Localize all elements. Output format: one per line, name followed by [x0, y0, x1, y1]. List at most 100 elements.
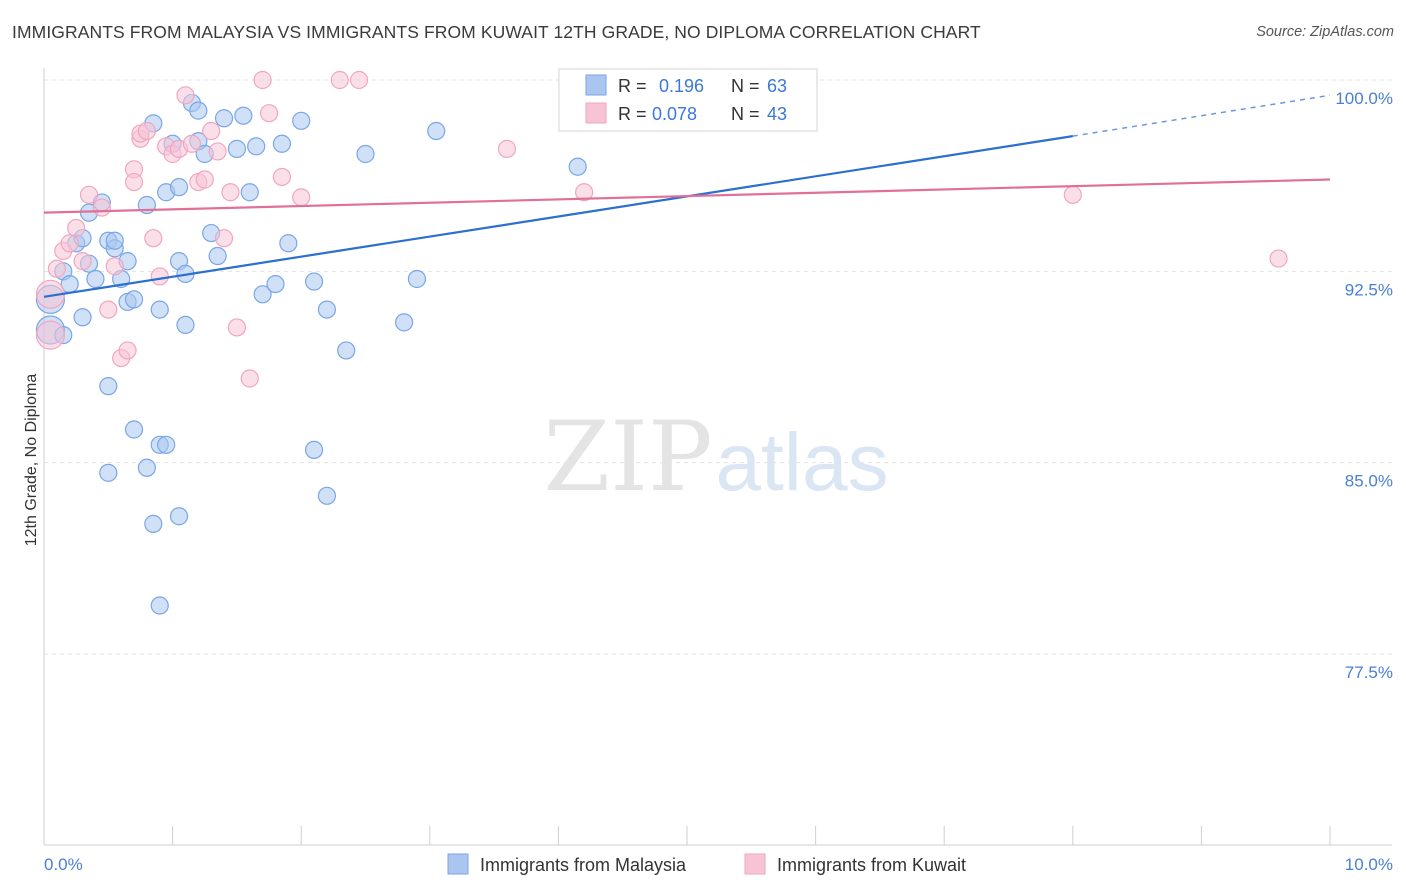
data-point	[157, 435, 176, 454]
legend-r-label-2: R =	[618, 104, 647, 124]
x-tick-label-1: 10.0%	[1345, 855, 1393, 874]
trend-line-extension-0	[1072, 94, 1331, 137]
data-point	[150, 300, 169, 319]
data-point	[137, 121, 156, 141]
data-point	[304, 440, 324, 460]
source-label: Source: ZipAtlas.com	[1256, 24, 1394, 40]
data-point	[407, 269, 427, 289]
data-point	[60, 234, 79, 253]
data-point	[35, 320, 66, 350]
y-tick-label-2: 85.0%	[1345, 472, 1393, 491]
y-tick-labels: 100.0% 92.5% 85.0% 77.5%	[1335, 89, 1393, 682]
data-point	[304, 272, 324, 291]
data-point	[279, 234, 298, 253]
data-point	[356, 144, 375, 164]
data-point	[272, 167, 292, 187]
data-point	[169, 507, 189, 526]
data-point	[47, 259, 66, 278]
data-point	[150, 596, 169, 615]
data-point	[202, 121, 221, 141]
legend-swatch-malaysia	[585, 74, 607, 96]
data-point	[67, 218, 86, 238]
legend-r-value-2: 0.078	[652, 104, 697, 124]
data-point	[195, 170, 214, 189]
data-point	[1063, 185, 1082, 204]
data-point	[497, 139, 517, 158]
grid-lines	[44, 79, 1392, 655]
data-point	[575, 183, 594, 202]
x-tick-labels: 0.0% 10.0%	[44, 855, 1393, 874]
data-point	[247, 137, 266, 156]
data-point	[189, 101, 208, 120]
legend-swatch-kuwait	[585, 102, 607, 124]
data-point	[292, 188, 311, 207]
legend-n-label-2: N =	[731, 104, 760, 124]
data-point	[317, 300, 337, 319]
data-point	[317, 486, 337, 505]
data-point	[144, 229, 163, 248]
data-point	[105, 231, 124, 250]
data-point	[124, 420, 144, 439]
data-point	[266, 274, 285, 294]
data-point	[182, 134, 201, 153]
data-point	[176, 315, 195, 335]
watermark-zip: ZIP	[543, 401, 712, 513]
trend-line-0	[43, 135, 1073, 298]
data-point	[214, 109, 234, 128]
data-point	[349, 70, 369, 90]
data-point	[118, 341, 137, 360]
data-point	[214, 229, 234, 248]
series-legend: Immigrants from Malaysia Immigrants from…	[447, 853, 966, 875]
axes	[43, 68, 1392, 846]
data-point	[568, 157, 587, 176]
data-point	[99, 377, 118, 396]
data-point	[92, 198, 111, 217]
data-point	[208, 142, 227, 161]
data-point	[240, 369, 259, 388]
data-point	[253, 285, 272, 304]
data-point	[150, 267, 169, 286]
data-point	[227, 318, 246, 337]
data-point	[272, 134, 292, 153]
trend-line-1	[43, 178, 1331, 214]
data-point	[105, 257, 124, 276]
data-point	[99, 463, 118, 482]
data-point	[137, 458, 156, 477]
bottom-legend-label-malaysia: Immigrants from Malaysia	[480, 855, 687, 875]
data-point	[86, 269, 105, 289]
data-point	[79, 185, 99, 204]
data-point	[330, 70, 349, 90]
data-point	[124, 290, 144, 309]
data-point	[234, 106, 253, 125]
data-points	[35, 70, 1288, 615]
data-point	[292, 111, 311, 130]
correlation-legend: R = 0.196 N = 63 R = 0.078 N = 43	[558, 68, 818, 132]
legend-n-value-1: 63	[767, 76, 787, 96]
chart-title: IMMIGRANTS FROM MALAYSIA VS IMMIGRANTS F…	[12, 22, 981, 42]
data-point	[144, 514, 163, 533]
watermark: ZIP atlas	[543, 401, 888, 513]
data-point	[1269, 249, 1288, 268]
data-point	[221, 183, 240, 202]
legend-r-value-1: 0.196	[659, 76, 704, 96]
x-tick-label-0: 0.0%	[44, 855, 83, 874]
legend-n-label-1: N =	[731, 76, 760, 96]
trend-lines	[43, 94, 1331, 298]
data-point	[337, 341, 356, 360]
bottom-legend-label-kuwait: Immigrants from Kuwait	[777, 855, 966, 875]
y-tick-label-0: 100.0%	[1335, 89, 1393, 108]
legend-r-label-1: R =	[618, 76, 647, 96]
y-tick-label-3: 77.5%	[1345, 663, 1393, 682]
series-1-points	[35, 70, 1288, 388]
bottom-legend-swatch-kuwait	[744, 853, 766, 875]
data-point	[394, 313, 414, 332]
data-point	[73, 308, 92, 327]
data-point	[227, 139, 246, 158]
data-point	[259, 104, 279, 123]
data-point	[176, 86, 195, 105]
data-point	[124, 172, 144, 192]
data-point	[240, 183, 259, 202]
y-axis-label: 12th Grade, No Diploma	[23, 374, 40, 547]
data-point	[208, 246, 227, 266]
